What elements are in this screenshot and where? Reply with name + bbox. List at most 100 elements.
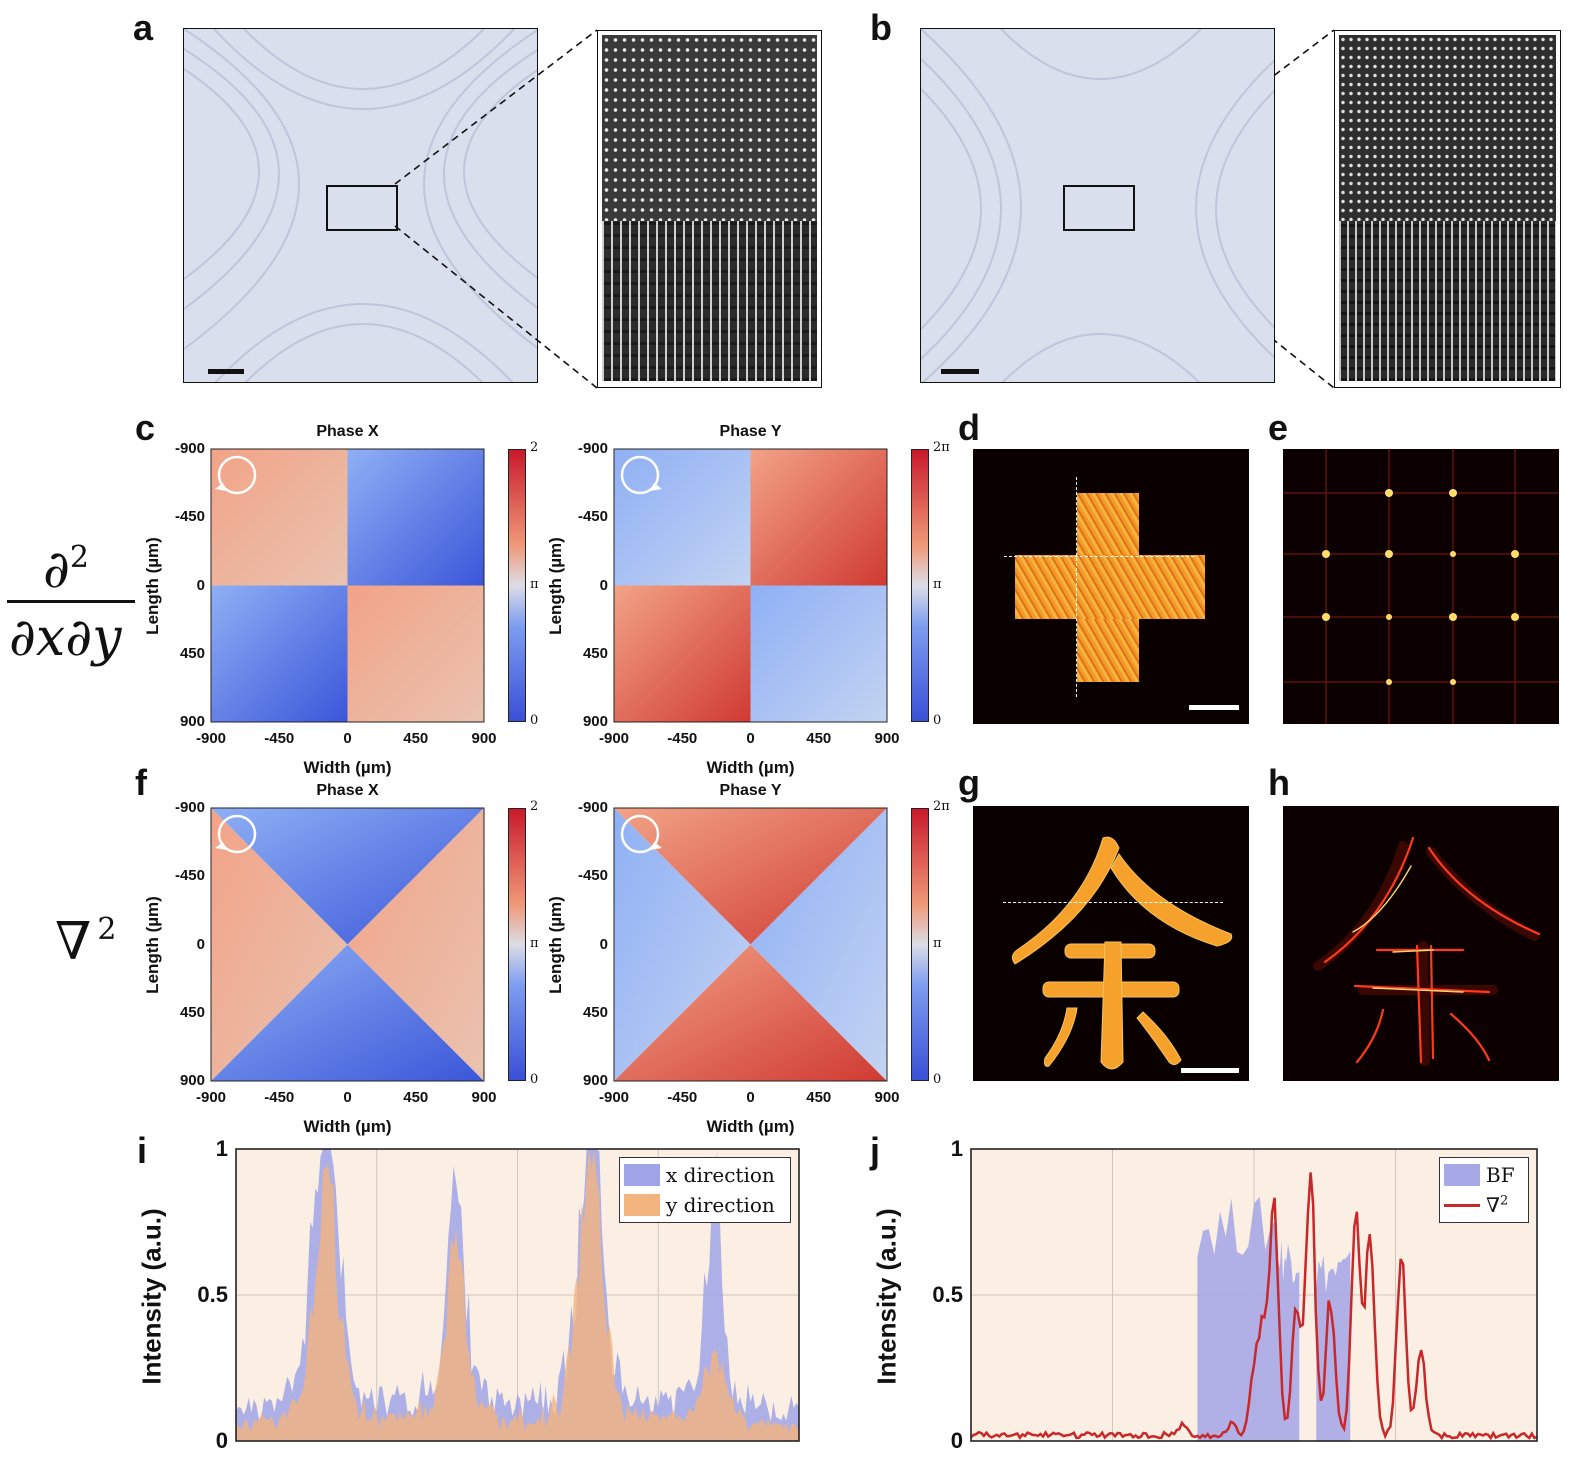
legend-label: x direction	[666, 1163, 775, 1187]
y-tick-label: 0	[215, 1428, 228, 1453]
polarization-arrow-icon	[215, 842, 227, 850]
x-tick-label: 0	[343, 730, 352, 747]
phase-title-y-c: Phase Y	[719, 423, 782, 440]
phase-map-y-c	[613, 448, 888, 723]
laplacian-label: ∇ 2	[55, 912, 117, 972]
y-tick-label: 0.5	[932, 1282, 963, 1307]
quadrant-top-right	[347, 449, 484, 586]
y-tick-label: 450	[179, 644, 205, 662]
phase-map-x-c	[210, 448, 485, 723]
scale-bar-d	[1189, 705, 1239, 710]
cross-derivative-denominator: ∂x∂y	[9, 608, 122, 668]
colorbar-tick-mid: π	[933, 935, 942, 951]
y-tick-label: 0.5	[197, 1282, 228, 1307]
y-axis-title: Intensity (a.u.)	[136, 1208, 167, 1385]
phase-title-x-f: Phase X	[316, 782, 379, 799]
quadrant-top-right	[750, 449, 887, 586]
polarization-arrow-icon	[650, 842, 662, 850]
legend-entry: BF	[1440, 1160, 1528, 1190]
x-tick-label: -900	[598, 1089, 630, 1106]
y-axis-title: Intensity (a.u.)	[871, 1208, 902, 1385]
panel-label-d: d	[958, 407, 980, 448]
y-tick-label: 900	[582, 1072, 608, 1089]
series-line-∇²	[970, 1172, 1538, 1441]
polarization-circle-icon	[620, 455, 660, 495]
x-axis-title: Width (µm)	[706, 758, 795, 777]
y-tick-label: 900	[179, 1072, 205, 1089]
colorbar	[911, 808, 929, 1081]
y-tick-label: -900	[577, 440, 608, 457]
cross-derivative-numerator: ∂2	[43, 540, 89, 600]
legend-swatch	[1444, 1203, 1480, 1207]
quadrant-bottom-right	[750, 585, 887, 722]
y-tick-label: -900	[174, 799, 205, 816]
dash-line-vertical	[1076, 477, 1077, 697]
quadrant-top-left	[614, 449, 751, 586]
x-tick-label: -900	[195, 1089, 227, 1106]
cross-derivative-label: ∂2 ∂x∂y	[5, 540, 135, 680]
image-d-cross	[973, 449, 1249, 724]
x-tick-label: -900	[195, 730, 227, 747]
legend-label: y direction	[666, 1193, 775, 1217]
colorbar-tick-bottom: 0	[530, 1072, 539, 1087]
colorbar	[508, 808, 526, 1081]
x-tick-label: 900	[471, 730, 497, 747]
colorbar-tick-top: 2	[530, 440, 539, 455]
triangle-right	[750, 808, 887, 1081]
colorbar	[508, 449, 526, 722]
colorbar-tick-mid: π	[530, 935, 539, 951]
phase-map-y-f	[613, 807, 888, 1082]
y-axis-title: Length (µm)	[143, 536, 162, 635]
y-tick-label: 0	[599, 935, 608, 953]
x-tick-label: 900	[874, 730, 900, 747]
legend-j: BF ∇2	[1439, 1157, 1529, 1223]
character-glyph-g	[1011, 836, 1233, 1070]
legend-entry: x direction	[620, 1160, 790, 1190]
legend-i: x direction y direction	[619, 1157, 791, 1223]
fringe-pattern-b	[921, 29, 1274, 382]
quadrant-bottom-right	[347, 585, 484, 722]
colorbar-tick-top: 2π	[933, 799, 950, 814]
colorbar-tick-top: 2	[530, 799, 539, 814]
x-axis-title: Width (µm)	[303, 1117, 392, 1136]
y-tick-label: -450	[174, 508, 205, 526]
phase-title-y-f: Phase Y	[719, 782, 782, 799]
chart-j	[970, 1148, 1538, 1442]
y-axis-title: Length (µm)	[143, 895, 162, 994]
colorbar-tick-mid: π	[530, 576, 539, 592]
legend-label: ∇2	[1486, 1193, 1509, 1217]
x-tick-label: 450	[806, 1089, 832, 1106]
optical-image-a	[183, 28, 538, 383]
phase-map-x-f	[210, 807, 485, 1082]
scale-bar-a	[208, 369, 244, 374]
sem-top-a	[602, 35, 817, 231]
sem-bottom-a	[602, 221, 817, 381]
legend-swatch	[624, 1194, 660, 1216]
image-h-laplacian	[1283, 806, 1559, 1081]
y-tick-label: 1	[950, 1136, 963, 1161]
image-e-edges	[1283, 449, 1559, 724]
zoom-box-a	[326, 185, 398, 231]
zoom-box-b	[1063, 185, 1135, 231]
x-tick-label: 450	[403, 730, 429, 747]
polarization-arrow-icon	[215, 483, 227, 491]
fraction-bar	[7, 600, 135, 603]
y-tick-label: 450	[582, 644, 608, 662]
y-tick-label: -450	[174, 867, 205, 885]
colorbar-tick-bottom: 0	[933, 1072, 942, 1087]
triangle-bottom	[614, 944, 887, 1081]
panel-label-g: g	[958, 762, 980, 803]
dash-line-horizontal	[1004, 556, 1194, 557]
legend-entry: y direction	[620, 1190, 790, 1220]
scale-bar-g	[1181, 1068, 1239, 1073]
polarization-circle-icon	[217, 814, 257, 854]
legend-swatch	[1444, 1164, 1480, 1186]
y-tick-label: 900	[179, 713, 205, 730]
x-tick-label: -450	[667, 1089, 698, 1106]
panel-label-i: i	[137, 1130, 148, 1171]
y-tick-label: -450	[577, 867, 608, 885]
y-tick-label: 450	[582, 1003, 608, 1021]
colorbar-tick-bottom: 0	[530, 713, 539, 728]
y-tick-label: 0	[196, 576, 205, 594]
triangle-left	[211, 808, 348, 1081]
